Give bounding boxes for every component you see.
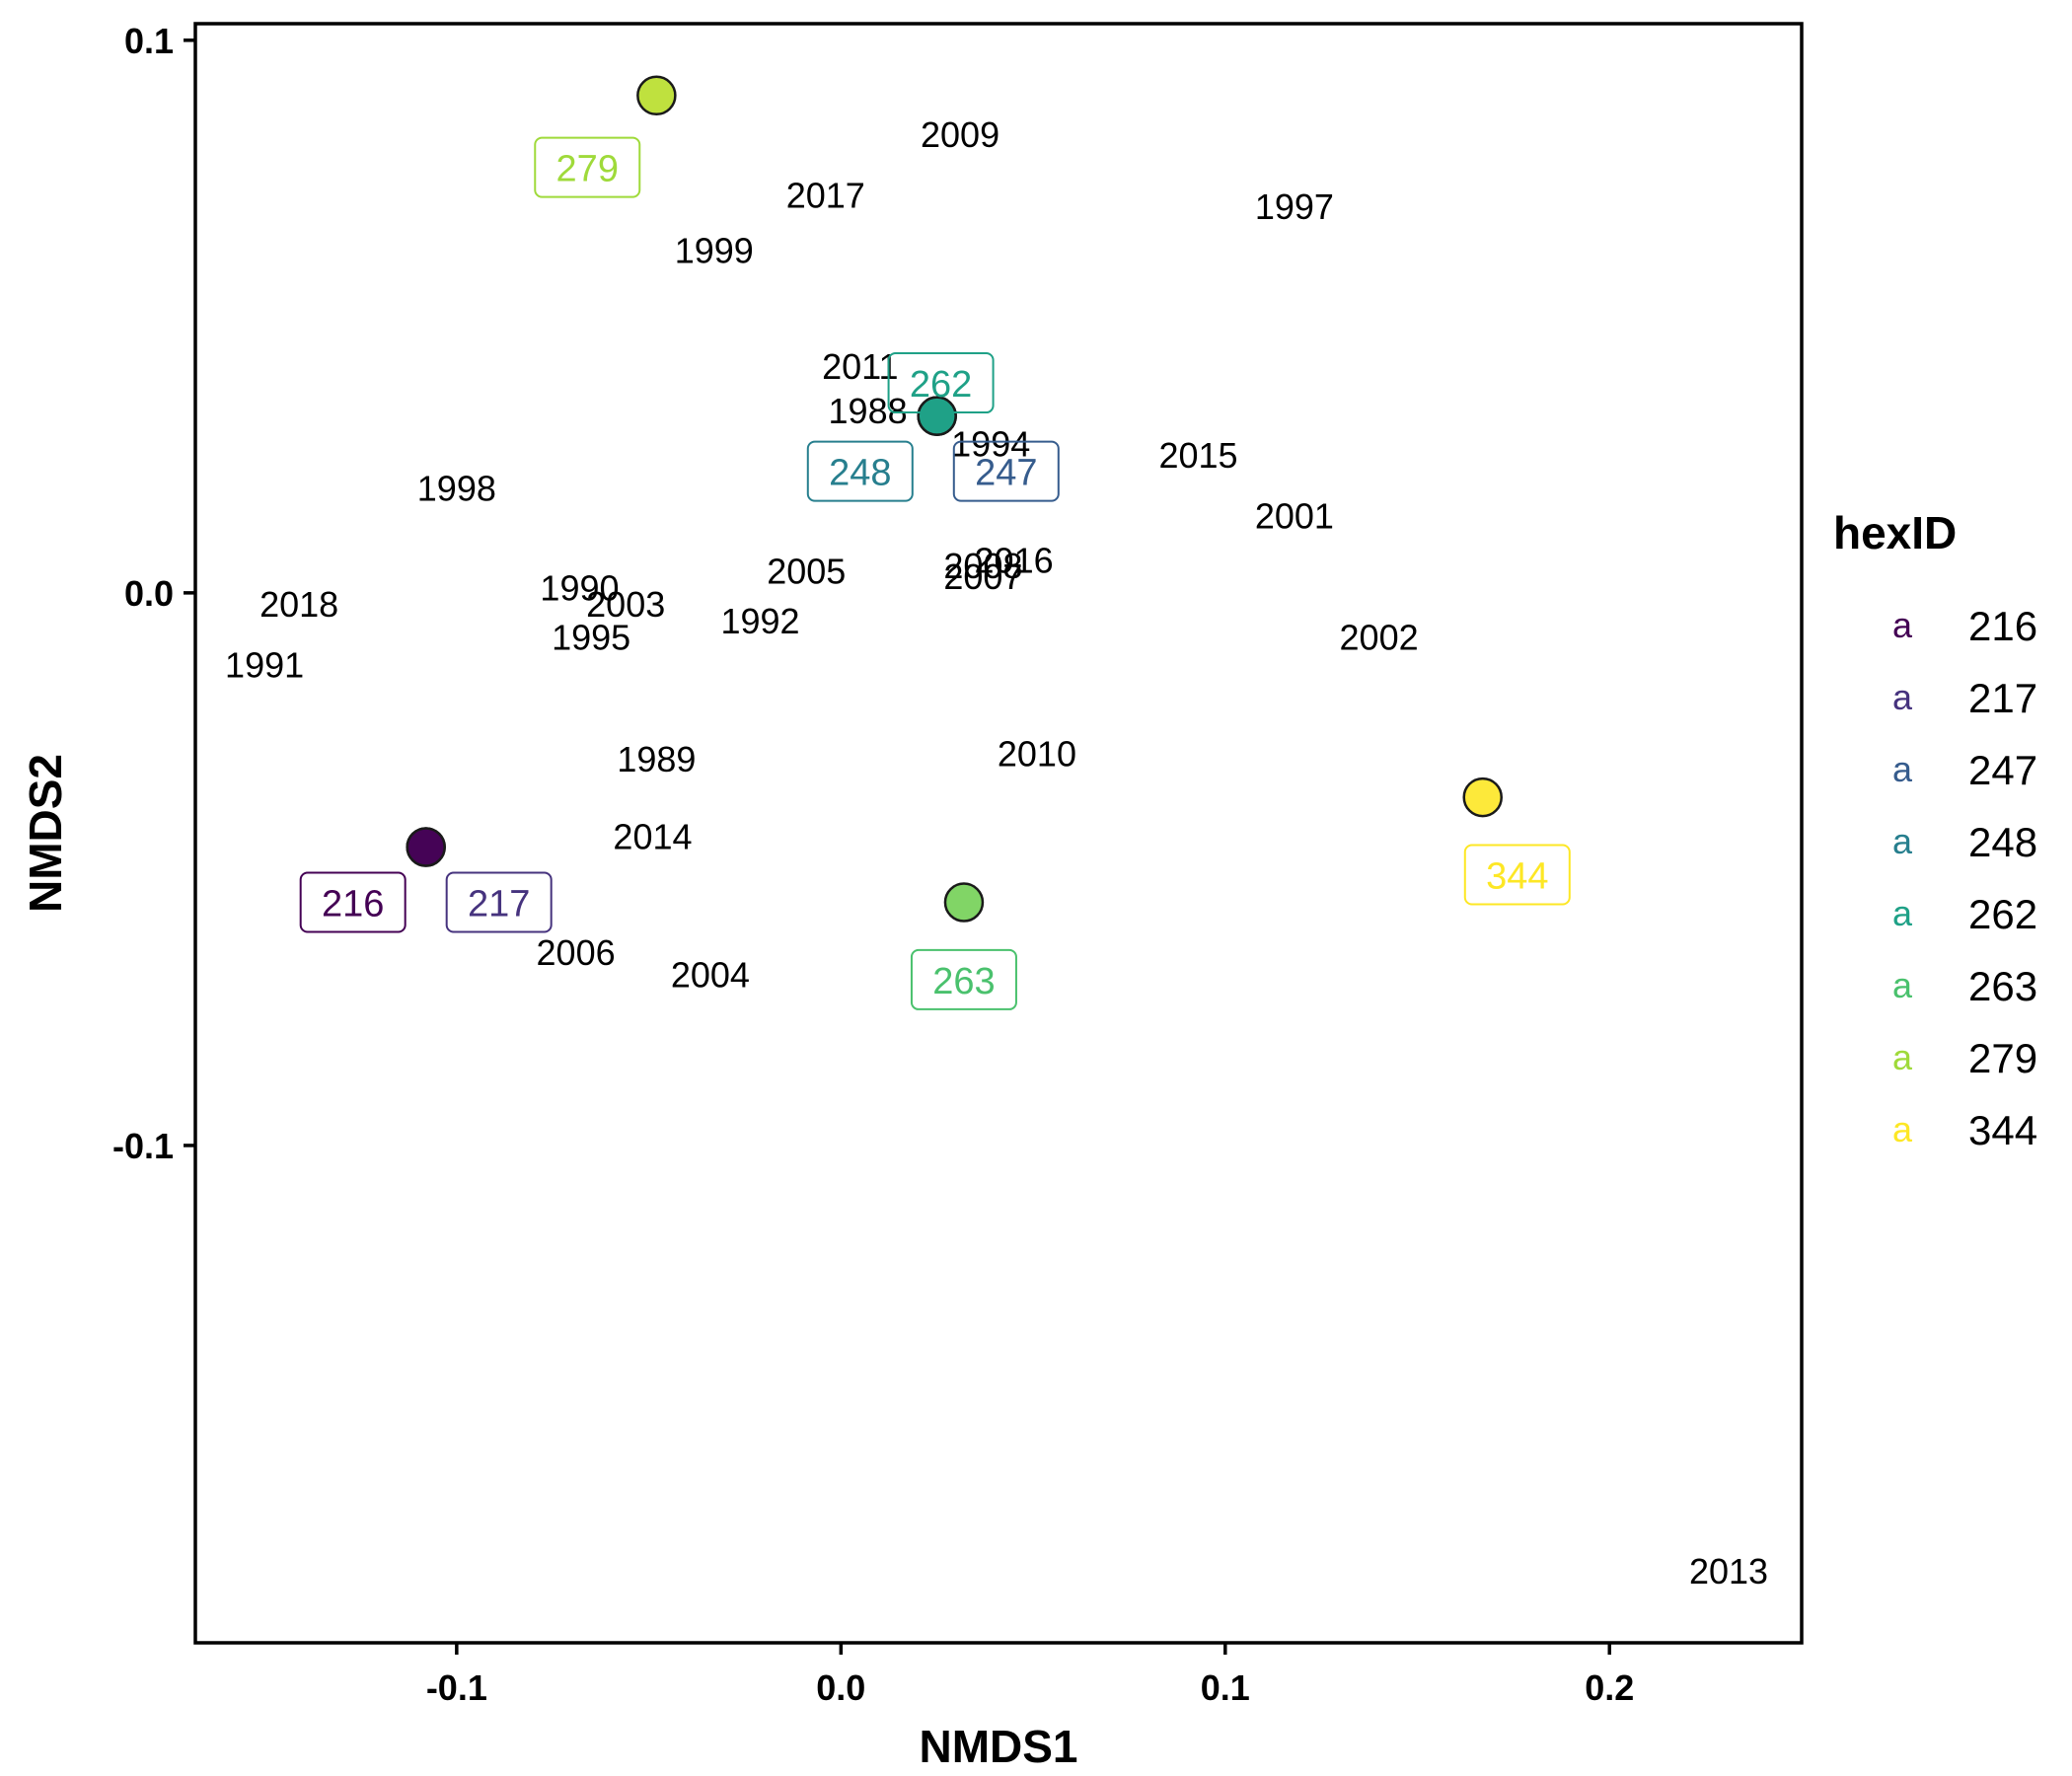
year-label: 1990 [540, 567, 619, 608]
legend-title: hexID [1833, 507, 1957, 558]
site-label-box-216 [299, 871, 407, 933]
legend-entry-263: 263 [1968, 963, 2037, 1009]
year-label: 2002 [1340, 618, 1419, 658]
year-label: 2008 [943, 546, 1022, 586]
site-label-box-262 [887, 352, 995, 414]
x-axis-title: NMDS1 [919, 1721, 1077, 1772]
year-label: 2006 [537, 932, 616, 973]
legend-entry-262: 262 [1968, 891, 2037, 937]
legend-key-glyph: a [1892, 605, 1913, 645]
year-label: 1989 [617, 739, 696, 779]
site-label-262: 262 [910, 364, 972, 406]
legend-key-glyph: a [1892, 749, 1913, 789]
x-tick-label: 0.2 [1585, 1667, 1634, 1708]
year-label: 1992 [720, 601, 799, 641]
site-label-248: 248 [829, 453, 891, 494]
site-label-box-247 [952, 440, 1060, 502]
legend-entry-247: 247 [1968, 747, 2037, 793]
legend-key-glyph: a [1892, 893, 1913, 933]
year-label: 2016 [975, 540, 1054, 580]
site-label-216: 216 [322, 884, 384, 925]
legend-key-glyph: a [1892, 677, 1913, 717]
site-label-box-248 [806, 440, 914, 502]
legend-entry-248: 248 [1968, 819, 2037, 865]
year-label: 1991 [225, 645, 304, 686]
year-label: 2014 [613, 816, 692, 856]
legend-entry-217: 217 [1968, 675, 2037, 721]
site-label-279: 279 [556, 149, 619, 190]
site-point-279 [636, 75, 677, 116]
site-point-262 [917, 396, 957, 436]
site-label-box-279 [534, 136, 641, 198]
legend: hexID a 216 a 217 a 247 a 248 a 262 a 263 a 279 a 344 [1833, 507, 2037, 1153]
year-label: 2011 [822, 346, 898, 387]
year-label: 1988 [829, 391, 908, 431]
year-label: 2013 [1689, 1551, 1768, 1591]
year-label: 2001 [1255, 495, 1334, 536]
year-label: 2017 [786, 176, 865, 216]
site-label-box-217 [445, 871, 553, 933]
year-label: 1995 [552, 618, 630, 658]
year-label: 2010 [998, 733, 1076, 774]
year-label: 2015 [1158, 435, 1237, 476]
year-label: 1999 [675, 231, 754, 271]
y-tick-label: 0.1 [124, 21, 174, 61]
site-point-217 [406, 827, 446, 867]
year-label: 1997 [1255, 186, 1334, 227]
year-label: 2007 [943, 556, 1022, 597]
year-label: 1994 [951, 424, 1030, 465]
site-label-263: 263 [932, 961, 995, 1002]
x-tick-label: 0.1 [1201, 1667, 1250, 1708]
site-label-box-263 [910, 948, 1017, 1010]
site-label-344: 344 [1486, 856, 1548, 898]
year-label: 1998 [417, 468, 496, 508]
site-label-247: 247 [975, 453, 1037, 494]
year-label: 2005 [767, 551, 846, 591]
legend-key-glyph: a [1892, 821, 1913, 861]
y-tick-label: 0.0 [124, 573, 174, 614]
x-tick-label: 0.0 [816, 1667, 865, 1708]
legend-entry-279: 279 [1968, 1035, 2037, 1081]
site-point-263 [943, 882, 985, 923]
site-label-217: 217 [468, 884, 530, 925]
site-point-344 [1462, 777, 1503, 818]
y-tick-label: -0.1 [112, 1126, 174, 1166]
legend-entry-216: 216 [1968, 603, 2037, 649]
year-label: 2018 [259, 584, 338, 625]
legend-key-glyph: a [1892, 1109, 1913, 1149]
year-label: 2009 [921, 114, 999, 155]
year-label: 2004 [671, 954, 750, 995]
year-label: 2003 [586, 584, 665, 625]
site-label-box-344 [1463, 844, 1571, 906]
axes: -0.1 0.0 0.1 0.2 0.1 0.0 -0.1 NMDS1 NMDS2 [20, 21, 1804, 1772]
y-axis-title: NMDS2 [20, 754, 71, 913]
x-tick-label: -0.1 [426, 1667, 487, 1708]
legend-entry-344: 344 [1968, 1107, 2037, 1153]
plot-border [193, 22, 1804, 1645]
legend-key-glyph: a [1892, 1037, 1913, 1077]
legend-key-glyph: a [1892, 965, 1913, 1005]
